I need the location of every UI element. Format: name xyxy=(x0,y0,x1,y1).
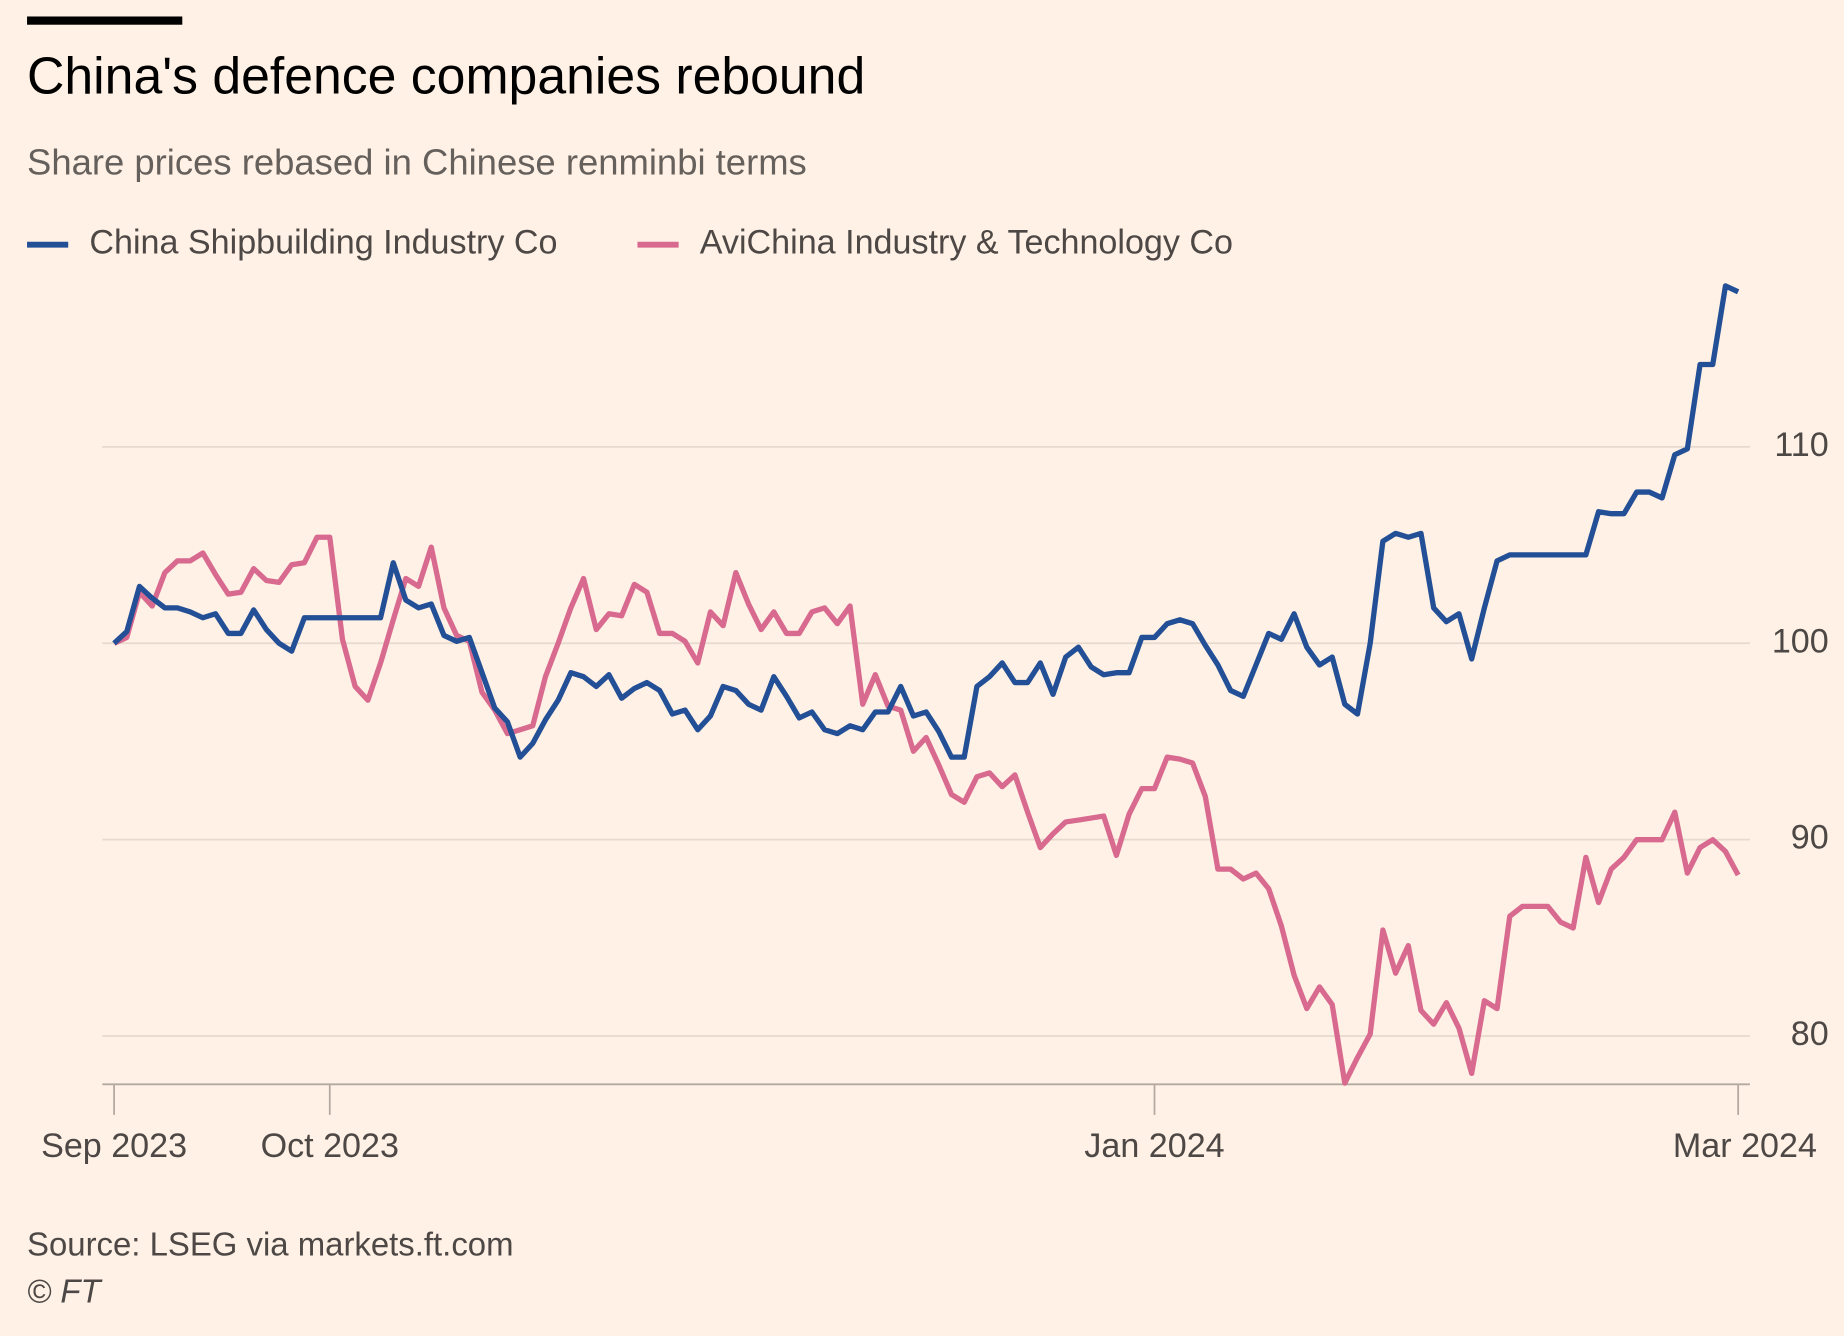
chart-subtitle: Share prices rebased in Chinese renminbi… xyxy=(27,141,807,182)
series-line xyxy=(112,534,1741,1086)
y-tick-label: 80 xyxy=(1791,1015,1829,1053)
credit: © FT xyxy=(27,1272,103,1309)
legend-label: AviChina Industry & Technology Co xyxy=(700,224,1233,262)
source: Source: LSEG via markets.ft.com xyxy=(27,1225,513,1262)
legend-label: China Shipbuilding Industry Co xyxy=(89,224,557,262)
series-line xyxy=(112,283,1740,760)
x-tick-label: Sep 2023 xyxy=(41,1127,187,1165)
x-tick-label: Oct 2023 xyxy=(261,1127,399,1165)
y-tick-label: 100 xyxy=(1772,622,1829,660)
x-tick-label: Mar 2024 xyxy=(1673,1127,1817,1165)
x-tick-label: Jan 2024 xyxy=(1084,1127,1224,1165)
chart-title: China's defence companies rebound xyxy=(27,47,865,105)
title-bar xyxy=(27,16,183,25)
y-tick-label: 90 xyxy=(1791,819,1829,857)
y-tick-label: 110 xyxy=(1774,426,1828,464)
